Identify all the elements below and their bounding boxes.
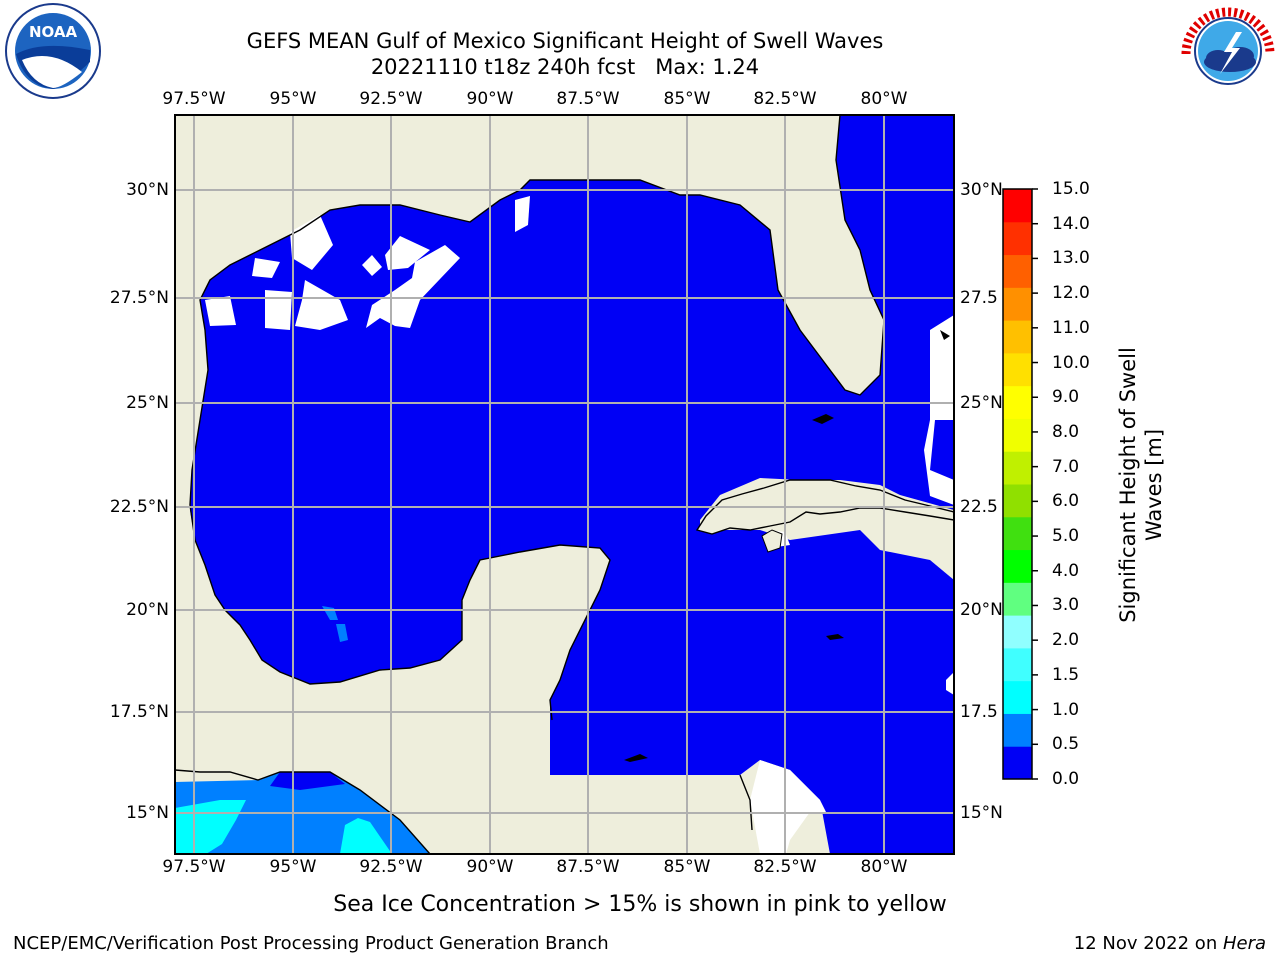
noaa-logo-text: NOAA	[29, 23, 78, 41]
colorbar-title-line1: Significant Height of Swell	[1116, 347, 1140, 623]
pacific-swell-cyan-2	[340, 818, 392, 854]
colorbar-swatch	[1003, 287, 1032, 321]
colorbar-tick-label: 10.0	[1052, 352, 1090, 373]
colorbar-tick-label: 13.0	[1052, 248, 1090, 269]
colorbar-title-line2: Waves [m]	[1142, 428, 1166, 542]
footer-branch: NCEP/EMC/Verification Post Processing Pr…	[13, 933, 609, 954]
colorbar-swatch	[1003, 746, 1032, 780]
lon-tick-top: 92.5°W	[359, 89, 423, 109]
colorbar-tick-label: 2.0	[1052, 630, 1080, 651]
nws-logo-icon	[1181, 4, 1275, 98]
lon-tick-top: 80°W	[860, 89, 908, 109]
colorbar-swatch	[1003, 680, 1032, 714]
no-data-patches	[205, 196, 954, 854]
lat-tick-left: 25°N	[126, 393, 169, 413]
colorbar-tick-label: 4.0	[1052, 560, 1080, 581]
lon-tick-bottom: 97.5°W	[162, 857, 226, 877]
lon-tick-bottom: 92.5°W	[359, 857, 423, 877]
lon-tick-top: 90°W	[466, 89, 514, 109]
colorbar-swatch	[1003, 221, 1032, 256]
footer-date: 12 Nov 2022 on Hera	[1074, 933, 1266, 954]
colorbar-swatch	[1003, 582, 1032, 616]
colorbar-swatch	[1003, 385, 1032, 419]
lat-tick-left: 20°N	[126, 600, 169, 620]
lat-tick-right: 17.5	[960, 702, 998, 722]
lon-tick-bottom: 87.5°W	[556, 857, 620, 877]
colorbar-swatch	[1003, 189, 1032, 223]
footer-date-text: 12 Nov 2022 on	[1073, 933, 1223, 954]
colorbar-swatch	[1003, 713, 1032, 747]
lon-tick-bottom: 85°W	[663, 857, 711, 877]
lon-tick-top: 97.5°W	[162, 89, 226, 109]
colorbar-tick-label: 5.0	[1052, 526, 1080, 547]
lat-tick-left: 17.5°N	[109, 702, 169, 722]
map-frame	[174, 114, 955, 855]
colorbar-swatch	[1003, 418, 1032, 452]
lon-tick-bottom: 95°W	[269, 857, 317, 877]
swell-spot-2	[336, 624, 348, 642]
colorbar-tick-label: 14.0	[1052, 213, 1090, 234]
colorbar-tick-label: 1.0	[1052, 699, 1080, 720]
lat-tick-left: 15°N	[126, 803, 169, 823]
lat-tick-right: 20°N	[960, 600, 1003, 620]
colorbar-tick-label: 0.0	[1052, 769, 1080, 789]
colorbar-tick-label: 9.0	[1052, 387, 1080, 408]
colorbar-swatch	[1003, 320, 1032, 354]
chart-title: GEFS MEAN Gulf of Mexico Significant Hei…	[246, 29, 884, 53]
graticule	[175, 115, 954, 854]
colorbar-tick-label: 3.0	[1052, 595, 1080, 616]
coastlines	[175, 115, 885, 854]
noaa-logo-icon: NOAA	[5, 3, 101, 99]
colorbar-swatch	[1003, 615, 1032, 649]
colorbar	[1002, 188, 1038, 780]
lat-tick-right: 15°N	[960, 803, 1003, 823]
lat-tick-right: 22.5	[960, 497, 998, 517]
colorbar-tick-label: 12.0	[1052, 283, 1090, 304]
colorbar-swatch	[1003, 451, 1032, 485]
colorbar-swatch	[1003, 549, 1032, 583]
chart-subtitle: 20221110 t18z 240h fcst Max: 1.24	[370, 55, 760, 79]
colorbar-tick-label: 7.0	[1052, 456, 1080, 477]
footer-host: Hera	[1222, 933, 1266, 954]
lon-tick-top: 85°W	[663, 89, 711, 109]
colorbar-swatch	[1003, 352, 1032, 387]
colorbar-tick-label: 15.0	[1052, 179, 1090, 199]
sea-ice-note: Sea Ice Concentration > 15% is shown in …	[333, 892, 947, 917]
colorbar-swatch	[1003, 254, 1032, 288]
lat-tick-left: 27.5°N	[109, 288, 169, 308]
colorbar-swatch	[1003, 647, 1032, 682]
pacific-deep-band	[270, 772, 345, 790]
lat-tick-right: 30°N	[960, 180, 1003, 200]
colorbar-swatch	[1003, 516, 1032, 551]
lon-tick-bottom: 90°W	[466, 857, 514, 877]
lon-tick-top: 87.5°W	[556, 89, 620, 109]
lon-tick-top: 95°W	[269, 89, 317, 109]
colorbar-tick-label: 0.5	[1052, 734, 1080, 755]
colorbar-tick-label: 6.0	[1052, 491, 1080, 512]
lat-tick-right: 25°N	[960, 393, 1003, 413]
colorbar-tick-label: 8.0	[1052, 421, 1080, 442]
lat-tick-left: 22.5°N	[109, 497, 169, 517]
lon-tick-bottom: 80°W	[860, 857, 908, 877]
lat-tick-left: 30°N	[126, 180, 169, 200]
lon-tick-bottom: 82.5°W	[753, 857, 817, 877]
lon-tick-top: 82.5°W	[753, 89, 817, 109]
lat-tick-right: 27.5	[960, 288, 998, 308]
colorbar-tick-label: 1.5	[1052, 664, 1080, 685]
colorbar-tick-label: 11.0	[1052, 317, 1090, 338]
colorbar-swatch	[1003, 484, 1032, 518]
